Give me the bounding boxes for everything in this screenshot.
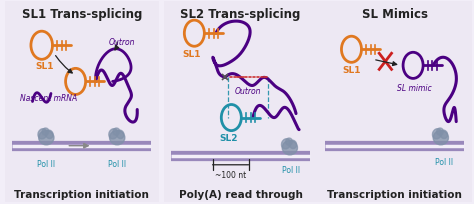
Ellipse shape [117,131,124,139]
Ellipse shape [113,128,120,135]
Text: ~100 nt: ~100 nt [215,171,246,180]
Ellipse shape [109,131,125,145]
Text: SL1: SL1 [36,62,54,71]
Text: SL1: SL1 [182,50,201,59]
Ellipse shape [39,131,54,145]
Ellipse shape [38,129,47,139]
Text: Pol II: Pol II [283,165,301,174]
Ellipse shape [282,141,298,155]
Text: Outron: Outron [109,38,135,47]
Text: SL Mimics: SL Mimics [362,8,428,21]
Ellipse shape [289,141,297,149]
Ellipse shape [109,129,118,139]
Ellipse shape [282,139,291,149]
Ellipse shape [433,131,448,145]
Ellipse shape [286,138,292,145]
Ellipse shape [440,131,447,139]
FancyBboxPatch shape [1,0,162,204]
Text: Transcription initiation: Transcription initiation [14,189,149,199]
Ellipse shape [432,129,442,139]
Text: Pol II: Pol II [37,160,55,169]
Text: Outron: Outron [235,86,262,95]
Text: SL2 Trans-splicing: SL2 Trans-splicing [181,8,301,21]
Text: Pol II: Pol II [435,157,453,166]
FancyBboxPatch shape [160,0,320,204]
Text: Nascent mRNA: Nascent mRNA [20,93,77,102]
Text: Transcription initiation: Transcription initiation [327,189,462,199]
Ellipse shape [437,128,443,135]
Ellipse shape [42,128,49,135]
Text: SL1: SL1 [342,65,361,74]
Text: SL2: SL2 [219,133,237,142]
Ellipse shape [46,131,53,139]
FancyBboxPatch shape [315,0,474,204]
Text: Poly(A) read through: Poly(A) read through [179,189,302,199]
Text: SL mimic: SL mimic [397,83,432,92]
Text: SL1 Trans-splicing: SL1 Trans-splicing [22,8,142,21]
Text: Pol II: Pol II [108,160,126,169]
